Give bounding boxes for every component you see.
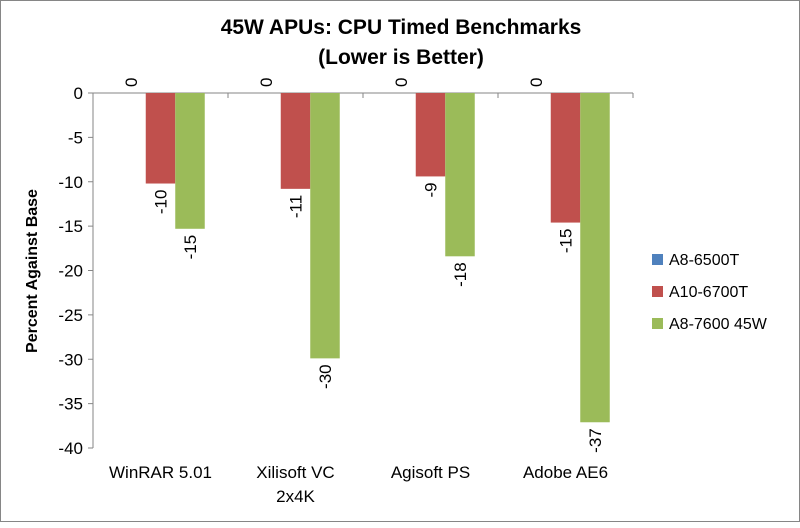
y-tick-label: -30 bbox=[58, 350, 83, 369]
x-tick-label: 2x4K bbox=[276, 487, 315, 506]
data-label: 0 bbox=[122, 78, 141, 87]
chart-subtitle: (Lower is Better) bbox=[318, 46, 484, 69]
y-tick-label: -5 bbox=[68, 128, 83, 147]
x-tick-label: WinRAR 5.01 bbox=[109, 463, 212, 482]
legend-swatch bbox=[652, 286, 663, 297]
data-label: 0 bbox=[392, 78, 411, 87]
data-label: -30 bbox=[316, 364, 335, 389]
data-label: 0 bbox=[257, 78, 276, 87]
y-tick-label: 0 bbox=[74, 84, 83, 103]
x-tick-label: Xilisoft VC bbox=[256, 463, 334, 482]
legend-label: A10-6700T bbox=[669, 284, 748, 301]
legend-swatch bbox=[652, 254, 663, 265]
y-tick-label: -20 bbox=[58, 262, 83, 281]
bar-a8-7600-45w bbox=[175, 93, 205, 229]
bar-a8-7600-45w bbox=[445, 93, 475, 257]
data-label: 0 bbox=[527, 78, 546, 87]
legend-label: A8-7600 45W bbox=[669, 316, 768, 333]
data-label: -9 bbox=[422, 182, 441, 197]
data-label: -11 bbox=[287, 195, 306, 218]
bar-a10-6700t bbox=[415, 93, 446, 177]
legend-label: A8-6500T bbox=[669, 252, 739, 269]
data-label: -15 bbox=[181, 235, 200, 260]
bar-a10-6700t bbox=[550, 93, 581, 223]
y-tick-label: -15 bbox=[58, 217, 83, 236]
y-tick-label: -35 bbox=[58, 395, 83, 414]
bar-a10-6700t bbox=[145, 93, 176, 184]
y-tick-label: -40 bbox=[58, 439, 83, 458]
y-tick-label: -25 bbox=[58, 306, 83, 325]
y-tick-label: -10 bbox=[58, 173, 83, 192]
x-tick-label: Agisoft PS bbox=[391, 463, 470, 482]
chart-title: 45W APUs: CPU Timed Benchmarks bbox=[221, 16, 582, 39]
bar-a8-7600-45w bbox=[310, 93, 340, 359]
legend-swatch bbox=[652, 318, 663, 329]
data-label: -10 bbox=[152, 190, 171, 215]
data-label: -18 bbox=[451, 262, 470, 287]
bar-a8-7600-45w bbox=[580, 93, 610, 423]
data-label: -37 bbox=[586, 428, 605, 453]
y-axis-label: Percent Against Base bbox=[24, 189, 41, 353]
bar-a10-6700t bbox=[280, 93, 311, 189]
x-tick-label: Adobe AE6 bbox=[523, 463, 608, 482]
data-label: -15 bbox=[557, 229, 576, 254]
